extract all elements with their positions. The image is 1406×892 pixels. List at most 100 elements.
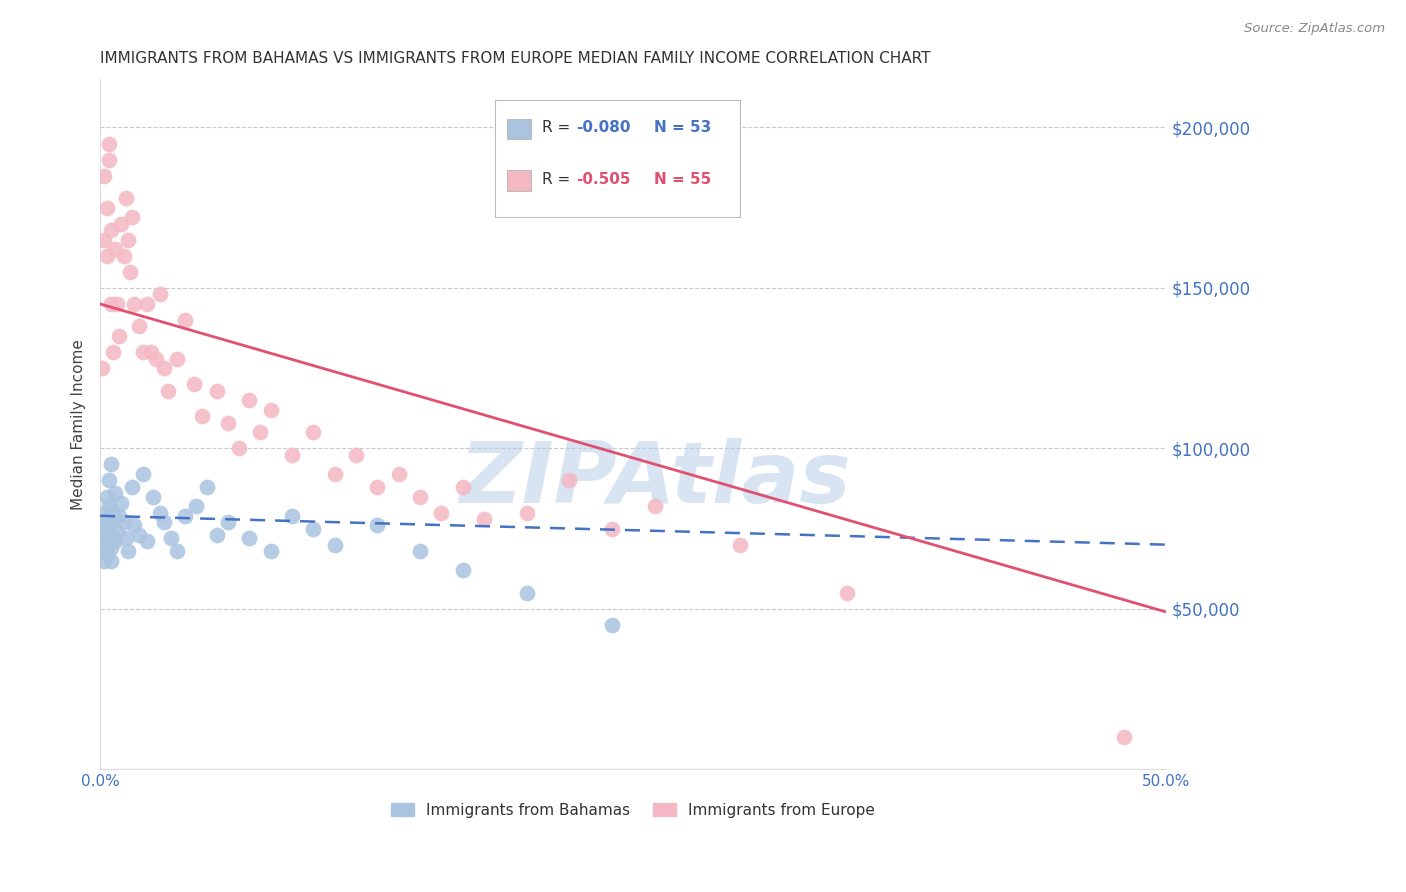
Point bbox=[101, 531, 124, 545]
Point bbox=[516, 586, 538, 600]
Point bbox=[121, 211, 143, 225]
Point bbox=[183, 377, 205, 392]
Point bbox=[114, 531, 136, 545]
Point bbox=[302, 425, 325, 440]
Point bbox=[228, 442, 250, 456]
Text: ZIPAtlas: ZIPAtlas bbox=[458, 438, 851, 521]
Point bbox=[91, 544, 114, 558]
Point bbox=[145, 351, 167, 366]
Point bbox=[100, 541, 122, 555]
Point bbox=[516, 506, 538, 520]
Point bbox=[121, 480, 143, 494]
Text: N = 53: N = 53 bbox=[654, 120, 711, 136]
Point bbox=[835, 586, 858, 600]
Point bbox=[600, 618, 623, 632]
Point bbox=[260, 544, 283, 558]
Point bbox=[118, 265, 141, 279]
Point bbox=[122, 518, 145, 533]
Point bbox=[1112, 730, 1135, 744]
Point bbox=[128, 528, 150, 542]
Point bbox=[104, 486, 127, 500]
Point bbox=[195, 480, 218, 494]
Point bbox=[96, 534, 118, 549]
Point bbox=[191, 409, 214, 424]
Legend: Immigrants from Bahamas, Immigrants from Europe: Immigrants from Bahamas, Immigrants from… bbox=[385, 797, 882, 823]
Point bbox=[132, 467, 155, 481]
Point bbox=[114, 191, 136, 205]
Point bbox=[104, 243, 127, 257]
Point bbox=[97, 499, 120, 513]
Point bbox=[96, 490, 118, 504]
Y-axis label: Median Family Income: Median Family Income bbox=[72, 339, 86, 509]
Point bbox=[100, 458, 122, 472]
Point bbox=[141, 345, 163, 359]
Point bbox=[91, 361, 114, 376]
Point bbox=[91, 522, 114, 536]
Text: R =: R = bbox=[541, 120, 575, 136]
Point bbox=[136, 534, 159, 549]
Point bbox=[157, 384, 180, 398]
Point bbox=[93, 531, 115, 545]
Point bbox=[105, 297, 128, 311]
FancyBboxPatch shape bbox=[495, 100, 740, 218]
Point bbox=[302, 522, 325, 536]
Point bbox=[93, 554, 115, 568]
Point bbox=[166, 351, 188, 366]
Point bbox=[174, 508, 197, 523]
Text: -0.505: -0.505 bbox=[575, 172, 630, 187]
Point bbox=[142, 490, 165, 504]
Point bbox=[159, 531, 181, 545]
Point bbox=[117, 544, 139, 558]
Point bbox=[149, 506, 172, 520]
Point bbox=[174, 313, 197, 327]
Point bbox=[108, 508, 131, 523]
Point bbox=[97, 136, 120, 151]
Point bbox=[323, 538, 346, 552]
Point bbox=[96, 201, 118, 215]
Point bbox=[112, 249, 135, 263]
Point bbox=[153, 515, 176, 529]
Point bbox=[388, 467, 411, 481]
Point bbox=[451, 480, 474, 494]
Point bbox=[166, 544, 188, 558]
Point bbox=[217, 515, 239, 529]
Point bbox=[104, 534, 127, 549]
Point bbox=[207, 384, 229, 398]
Point bbox=[96, 547, 118, 561]
Point bbox=[100, 223, 122, 237]
Text: Source: ZipAtlas.com: Source: ZipAtlas.com bbox=[1244, 22, 1385, 36]
Point bbox=[112, 515, 135, 529]
Point bbox=[128, 319, 150, 334]
Point bbox=[430, 506, 453, 520]
Point bbox=[93, 506, 115, 520]
Point bbox=[110, 496, 132, 510]
Point bbox=[558, 474, 581, 488]
Point bbox=[117, 233, 139, 247]
Point bbox=[366, 518, 388, 533]
Point bbox=[451, 563, 474, 577]
Point bbox=[100, 297, 122, 311]
Point bbox=[96, 528, 118, 542]
FancyBboxPatch shape bbox=[508, 119, 531, 139]
Point bbox=[344, 448, 367, 462]
Point bbox=[281, 448, 304, 462]
Point bbox=[96, 512, 118, 526]
Point bbox=[105, 524, 128, 539]
Point bbox=[600, 522, 623, 536]
Point bbox=[644, 499, 666, 513]
Point bbox=[97, 518, 120, 533]
Point bbox=[96, 249, 118, 263]
Point bbox=[100, 554, 122, 568]
Point bbox=[122, 297, 145, 311]
Point bbox=[93, 233, 115, 247]
Text: N = 55: N = 55 bbox=[654, 172, 711, 187]
Point bbox=[93, 169, 115, 183]
Point bbox=[217, 416, 239, 430]
Point bbox=[207, 528, 229, 542]
Point bbox=[136, 297, 159, 311]
Point bbox=[101, 345, 124, 359]
Point bbox=[108, 329, 131, 343]
Point bbox=[97, 153, 120, 167]
Point bbox=[281, 508, 304, 523]
Point bbox=[249, 425, 271, 440]
